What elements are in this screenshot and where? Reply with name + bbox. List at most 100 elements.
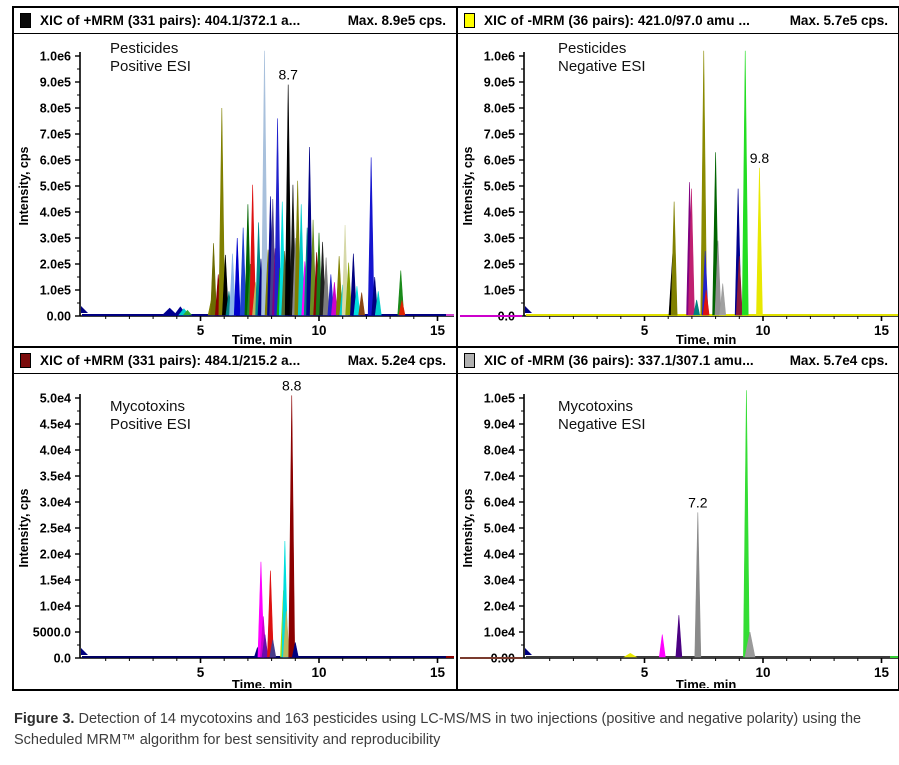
panel-max-label: Max. 5.2e4 cps. [347,353,446,368]
chromatogram-svg: 1.0e5 9.0e4 8.0e4 7.0e4 6.0e4 5.0e4 4.0e4 3.0e4… [460,390,898,688]
svg-text:1.0e6: 1.0e6 [40,50,71,64]
svg-text:7.0e4: 7.0e4 [484,470,515,484]
origin-marker [525,648,532,655]
trace-group-label: Pesticides Positive ESI [110,40,191,76]
chromatogram-peaks [668,50,763,316]
svg-text:5: 5 [197,323,205,338]
panel-max-label: Max. 5.7e4 cps. [789,353,888,368]
svg-text:10: 10 [311,665,326,680]
axes: 5.0e4 4.5e4 4.0e4 3.5e4 3.0e4 2.5e4 2.0e4 1.5e4… [17,392,454,688]
svg-text:2.5e4: 2.5e4 [40,522,71,536]
panel-title: XIC of -MRM (36 pairs): 337.1/307.1 amu.… [484,353,754,368]
trace-group-label: Mycotoxins Positive ESI [110,398,191,434]
trace-group-label-line2: Negative ESI [558,58,646,75]
panel-pesticides-negative: XIC of -MRM (36 pairs): 421.0/97.0 amu .… [456,8,898,346]
svg-text:5: 5 [197,665,205,680]
svg-text:7.0e5: 7.0e5 [40,128,71,142]
svg-text:6.0e5: 6.0e5 [40,154,71,168]
svg-text:4.0e4: 4.0e4 [484,548,515,562]
figure-caption-label: Figure 3. [14,711,75,727]
trace-group-label: Pesticides Negative ESI [558,40,646,76]
figure-caption-text: Detection of 14 mycotoxins and 163 pesti… [14,711,862,748]
plot-area: 1.0e6 9.0e5 8.0e5 7.0e5 6.0e5 5.0e5 4.0e5 3.0e5… [458,34,898,345]
svg-text:10: 10 [755,323,770,338]
svg-text:1.0e5: 1.0e5 [40,284,71,298]
trace-legend-icon [464,13,475,28]
svg-text:9.0e5: 9.0e5 [40,76,71,90]
svg-text:3.0e5: 3.0e5 [484,232,515,246]
svg-text:Intensity, cps: Intensity, cps [17,146,31,225]
peak-annotation: 8.8 [282,377,302,393]
axes: 1.0e6 9.0e5 8.0e5 7.0e5 6.0e5 5.0e5 4.0e5 3.0e5… [461,50,898,345]
svg-text:7.0e5: 7.0e5 [484,128,515,142]
axes: 1.0e6 9.0e5 8.0e5 7.0e5 6.0e5 5.0e5 4.0e5 3.0e5… [17,50,454,345]
panel-max-label: Max. 5.7e5 cps. [789,13,888,28]
svg-text:3.0e5: 3.0e5 [40,232,71,246]
panel-header: XIC of +MRM (331 pairs): 484.1/215.2 a..… [14,348,456,374]
plot-area: 1.0e6 9.0e5 8.0e5 7.0e5 6.0e5 5.0e5 4.0e5 3.0e5… [14,34,456,345]
panel-mycotoxins-positive: XIC of +MRM (331 pairs): 484.1/215.2 a..… [14,346,456,689]
svg-text:1.0e4: 1.0e4 [484,626,515,640]
trace-legend-icon [20,13,31,28]
svg-text:Time, min: Time, min [676,332,737,345]
svg-text:5.0e5: 5.0e5 [484,180,515,194]
svg-text:15: 15 [874,665,890,680]
chromatogram-svg: 1.0e6 9.0e5 8.0e5 7.0e5 6.0e5 5.0e5 4.0e5 3.0e5… [17,50,454,345]
svg-text:15: 15 [430,323,446,338]
svg-text:2.0e5: 2.0e5 [40,258,71,272]
svg-text:8.0e5: 8.0e5 [484,102,515,116]
svg-text:Intensity, cps: Intensity, cps [17,488,31,567]
panel-title: XIC of +MRM (331 pairs): 404.1/372.1 a..… [40,13,301,28]
svg-text:Time, min: Time, min [676,677,737,688]
svg-text:3.0e4: 3.0e4 [40,496,71,510]
plot-area: 5.0e4 4.5e4 4.0e4 3.5e4 3.0e4 2.5e4 2.0e4 1.5e4… [14,374,456,688]
svg-text:5.0e4: 5.0e4 [484,522,515,536]
svg-text:Time, min: Time, min [232,677,293,688]
svg-text:1.5e4: 1.5e4 [40,574,71,588]
chromatogram-svg: 1.0e6 9.0e5 8.0e5 7.0e5 6.0e5 5.0e5 4.0e5 3.0e5… [460,50,898,345]
svg-text:3.0e4: 3.0e4 [484,574,515,588]
svg-text:9.0e4: 9.0e4 [484,418,515,432]
svg-text:1.0e6: 1.0e6 [484,50,515,64]
trace-legend-icon [464,353,475,368]
panel-header: XIC of -MRM (36 pairs): 337.1/307.1 amu.… [458,348,898,374]
svg-text:5000.0: 5000.0 [33,626,71,640]
trace-group-label-line2: Positive ESI [110,58,191,75]
svg-text:1.0e4: 1.0e4 [40,600,71,614]
svg-text:1.0e5: 1.0e5 [484,392,515,406]
svg-text:2.0e5: 2.0e5 [484,258,515,272]
trace-group-label-line1: Mycotoxins [558,398,634,415]
svg-text:15: 15 [874,323,890,338]
trace-group-label-line2: Positive ESI [110,416,191,433]
origin-marker [525,306,532,313]
peak-annotation: 8.7 [278,67,298,83]
svg-text:3.5e4: 3.5e4 [40,470,71,484]
panel-pesticides-positive: XIC of +MRM (331 pairs): 404.1/372.1 a..… [14,8,456,346]
peak-annotation: 9.8 [750,150,770,166]
trace-legend-icon [20,353,31,368]
panel-mycotoxins-negative: XIC of -MRM (36 pairs): 337.1/307.1 amu.… [456,346,898,689]
svg-text:10: 10 [755,665,770,680]
svg-text:5: 5 [641,323,649,338]
svg-text:8.0e4: 8.0e4 [484,444,515,458]
svg-text:4.0e5: 4.0e5 [40,206,71,220]
svg-text:6.0e4: 6.0e4 [484,496,515,510]
svg-text:Time, min: Time, min [232,332,293,345]
trace-group-label: Mycotoxins Negative ESI [558,398,646,434]
figure-caption: Figure 3. Detection of 14 mycotoxins and… [14,709,876,751]
svg-text:Intensity, cps: Intensity, cps [461,146,475,225]
svg-text:4.5e4: 4.5e4 [40,418,71,432]
chromatogram-svg: 5.0e4 4.5e4 4.0e4 3.5e4 3.0e4 2.5e4 2.0e4 1.5e4… [17,377,454,688]
origin-marker [81,306,88,313]
svg-text:5: 5 [641,665,649,680]
svg-text:Intensity, cps: Intensity, cps [461,488,475,567]
svg-text:9.0e5: 9.0e5 [484,76,515,90]
svg-text:0.0: 0.0 [54,652,71,666]
svg-text:4.0e4: 4.0e4 [40,444,71,458]
chromatogram-peaks [161,50,406,316]
trace-group-label-line1: Pesticides [110,40,179,57]
panel-header: XIC of +MRM (331 pairs): 404.1/372.1 a..… [14,8,456,34]
trace-group-label-line1: Mycotoxins [110,398,186,415]
plot-area: 1.0e5 9.0e4 8.0e4 7.0e4 6.0e4 5.0e4 4.0e4 3.0e4… [458,374,898,688]
